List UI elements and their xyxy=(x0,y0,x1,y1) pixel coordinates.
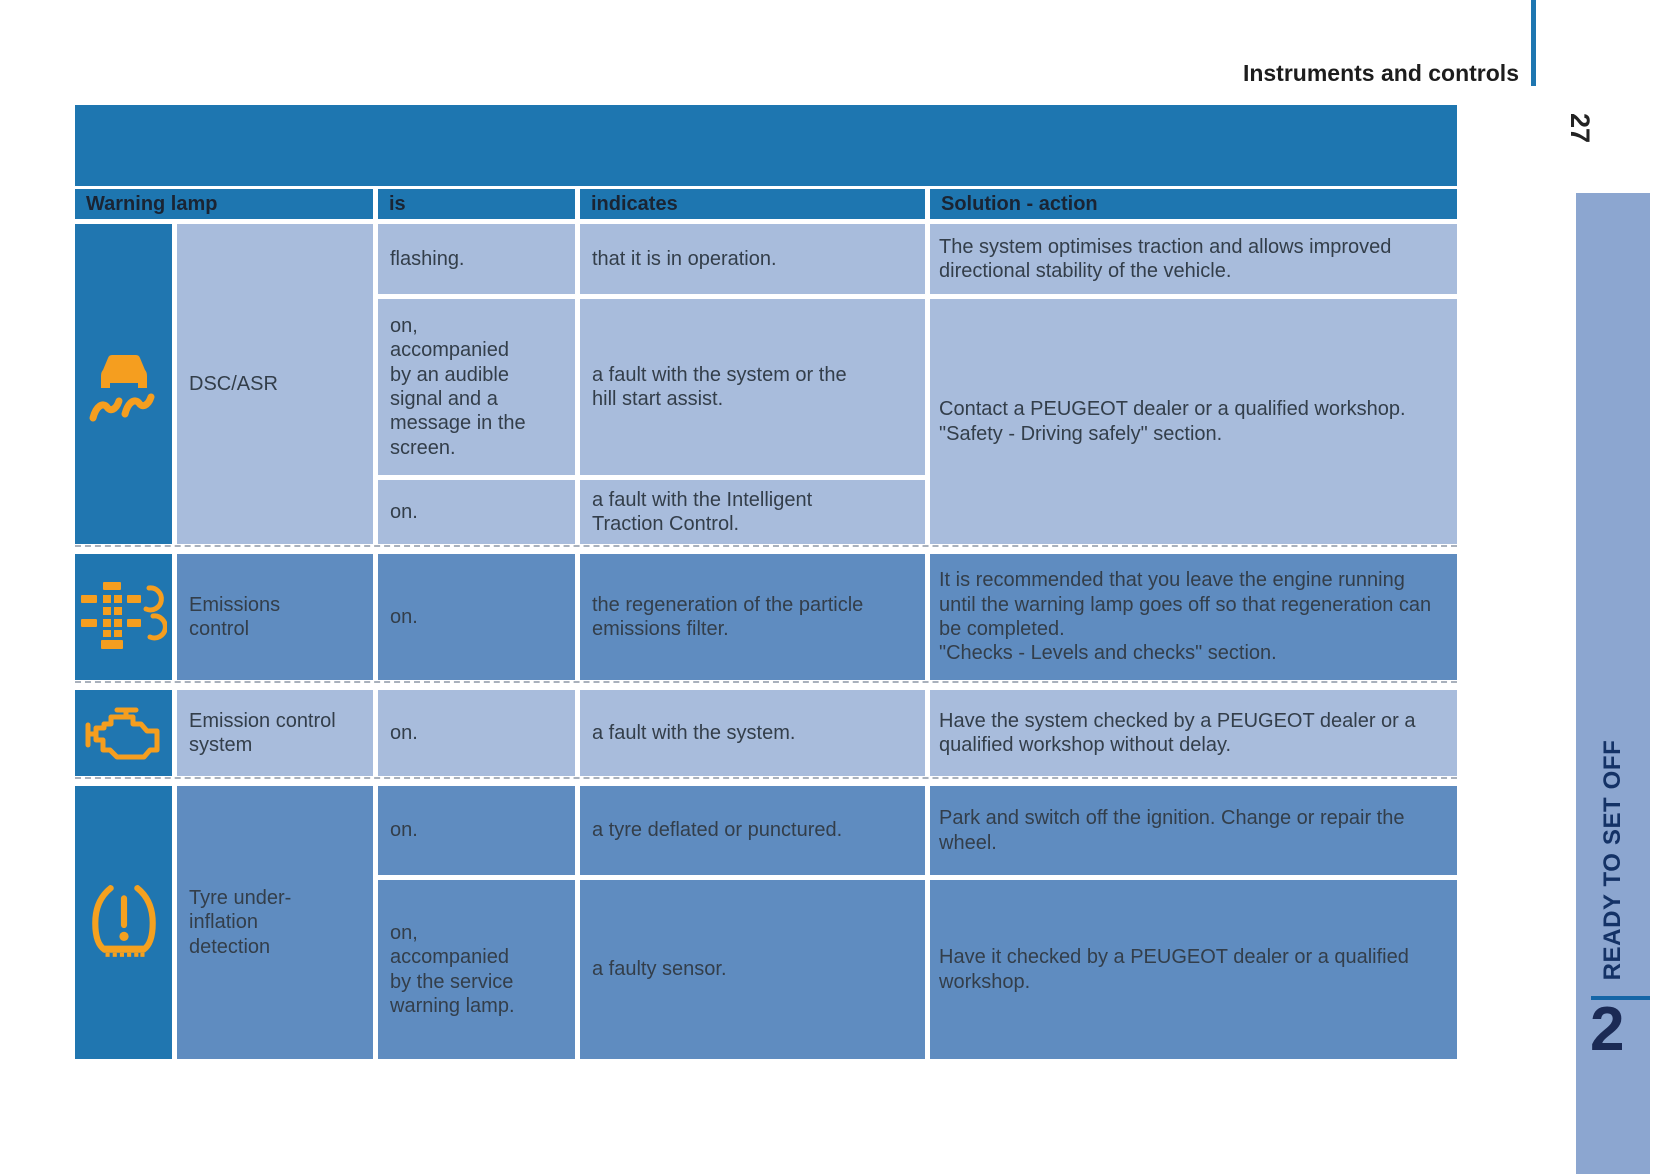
table-cell-indicates: that it is in operation. xyxy=(580,224,925,294)
table-cell-is: on. xyxy=(378,480,575,544)
lamp-label: Emission control system xyxy=(177,690,373,776)
table-cell-indicates: a faulty sensor. xyxy=(580,880,925,1059)
table-cell-solution: Have the system checked by a PEUGEOT dea… xyxy=(930,690,1457,776)
page-title: Instruments and controls xyxy=(1242,60,1519,86)
group-separator xyxy=(75,680,1457,690)
group-emission-control-system: Emission control system on. a fault with… xyxy=(75,690,1457,776)
table-cell-is: on. xyxy=(378,786,575,875)
table-cell-indicates: a tyre deflated or punctured. xyxy=(580,786,925,875)
warning-lamp-cell xyxy=(75,554,172,680)
particle-filter-icon xyxy=(80,582,167,649)
column-header-warning-lamp: Warning lamp xyxy=(75,189,373,219)
tyre-pressure-icon xyxy=(91,884,156,957)
table-cell-is: on. xyxy=(378,690,575,776)
warning-lamp-cell xyxy=(75,224,172,544)
group-separator xyxy=(75,544,1457,554)
column-header-solution: Solution - action xyxy=(930,189,1457,219)
column-header-indicates: indicates xyxy=(580,189,925,219)
heading-rule xyxy=(1531,0,1536,86)
table-cell-is: on, accompanied by an audible signal and… xyxy=(378,299,575,475)
chapter-number: 2 xyxy=(1590,995,1625,1064)
group-separator xyxy=(75,776,1457,786)
table-cell-solution: Park and switch off the ignition. Change… xyxy=(930,786,1457,875)
table-cell-is: flashing. xyxy=(378,224,575,294)
table-cell-solution: Contact a PEUGEOT dealer or a qualified … xyxy=(930,299,1457,544)
table-cell-indicates: a fault with the Intelligent Traction Co… xyxy=(580,480,925,544)
chapter-divider xyxy=(1591,996,1650,1000)
group-dsc-asr: DSC/ASR flashing. that it is in operatio… xyxy=(75,224,1457,544)
car-skid-icon xyxy=(89,355,154,422)
group-emissions-control: Emissions control on. the regeneration o… xyxy=(75,554,1457,680)
lamp-label: DSC/ASR xyxy=(177,224,373,544)
table-cell-solution: Have it checked by a PEUGEOT dealer or a… xyxy=(930,880,1457,1059)
table-header-row: Warning lamp is indicates Solution - act… xyxy=(75,189,1457,219)
table-cell-indicates: the regeneration of the particle emissio… xyxy=(580,554,925,680)
group-tyre-under-inflation: Tyre under- inflation detection on. a ty… xyxy=(75,786,1457,1059)
chapter-section-label: READY TO SET OFF xyxy=(1599,739,1626,981)
warning-lamp-cell xyxy=(75,690,172,776)
engine-icon xyxy=(85,707,159,760)
page-number: 27 xyxy=(1565,112,1596,144)
lamp-label: Emissions control xyxy=(177,554,373,680)
table-cell-solution: The system optimises traction and allows… xyxy=(930,224,1457,294)
table-cell-indicates: a fault with the system. xyxy=(580,690,925,776)
table-cell-is: on, accompanied by the service warning l… xyxy=(378,880,575,1059)
column-header-is: is xyxy=(378,189,575,219)
table-cell-solution: It is recommended that you leave the eng… xyxy=(930,554,1457,680)
lamp-label: Tyre under- inflation detection xyxy=(177,786,373,1059)
table-cell-indicates: a fault with the system or the hill star… xyxy=(580,299,925,475)
warning-lamp-cell xyxy=(75,786,172,1059)
warning-lamp-table: Warning lamp is indicates Solution - act… xyxy=(75,105,1457,1059)
table-title-band xyxy=(75,105,1457,186)
chapter-sidebar: READY TO SET OFF 2 xyxy=(1576,193,1650,1174)
table-cell-is: on. xyxy=(378,554,575,680)
